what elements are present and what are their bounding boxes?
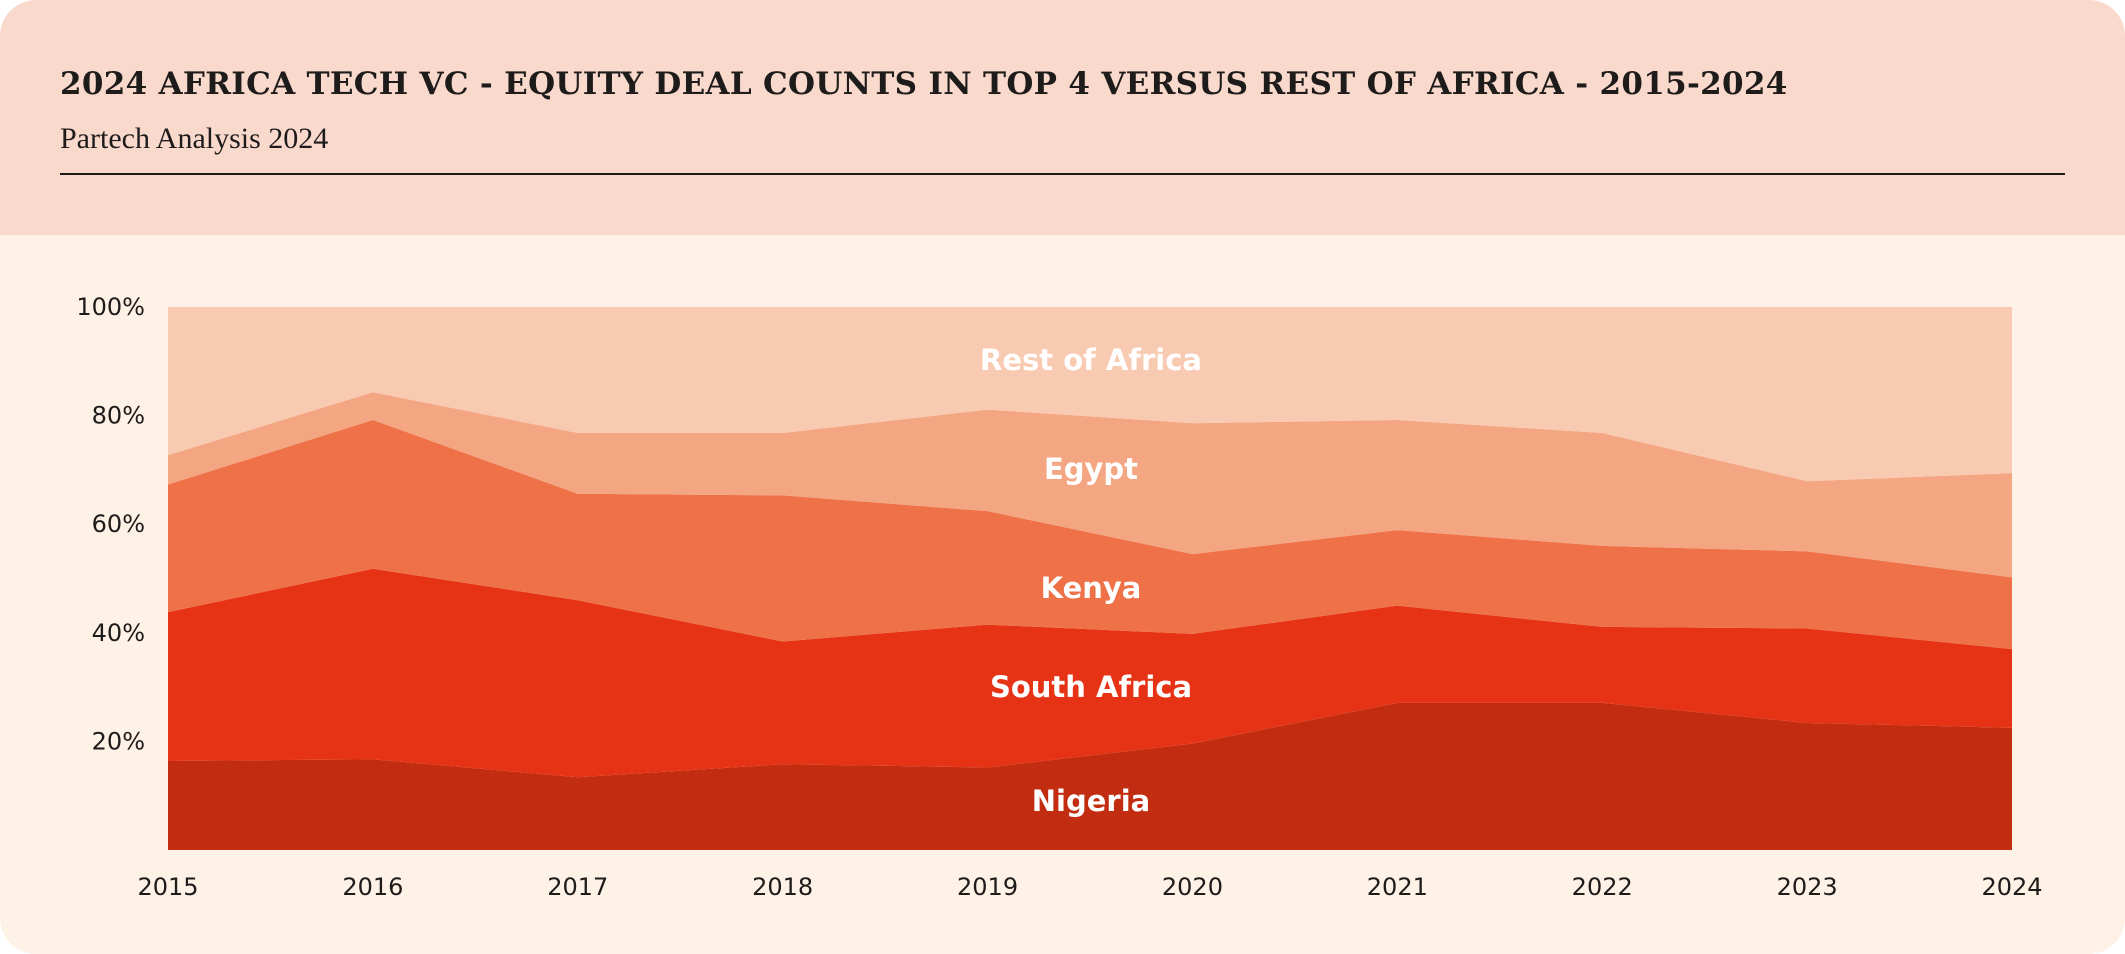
- series-labels: Nigeria South Africa Kenya Egypt Rest of Afr…: [980, 343, 1202, 818]
- y-tick-label: 100%: [76, 293, 145, 321]
- x-tick-label: 2020: [1162, 873, 1223, 901]
- area-egypt: [168, 392, 2012, 578]
- y-axis-labels: 20% 40% 60% 80% 100%: [76, 293, 145, 755]
- header-divider: [60, 173, 2065, 175]
- x-tick-label: 2019: [957, 873, 1018, 901]
- x-axis-labels: 2015 2016 2017 2018 2019 2020 2021 2022 2023 2024: [137, 873, 2042, 901]
- y-tick-label: 60%: [92, 510, 145, 538]
- area-rest-of-africa: [168, 307, 2012, 482]
- series-label: Rest of Africa: [980, 343, 1202, 377]
- x-tick-label: 2022: [1572, 873, 1633, 901]
- x-tick-label: 2024: [1981, 873, 2042, 901]
- y-tick-label: 80%: [92, 402, 145, 430]
- series-label: South Africa: [990, 670, 1192, 704]
- area-south-africa: [168, 568, 2012, 778]
- x-tick-label: 2023: [1777, 873, 1838, 901]
- chart-subtitle: Partech Analysis 2024: [60, 122, 329, 155]
- y-tick-label: 40%: [92, 619, 145, 647]
- x-tick-label: 2015: [137, 873, 198, 901]
- x-tick-label: 2017: [547, 873, 608, 901]
- x-tick-label: 2018: [752, 873, 813, 901]
- chart-header: 2024 AFRICA TECH VC - EQUITY DEAL COUNTS…: [0, 0, 2125, 235]
- chart-title: 2024 AFRICA TECH VC - EQUITY DEAL COUNTS…: [60, 66, 1788, 102]
- series-label: Kenya: [1041, 571, 1142, 605]
- y-tick-label: 20%: [92, 727, 145, 755]
- series-label: Nigeria: [1032, 784, 1150, 818]
- areas-group: [168, 307, 2012, 850]
- x-tick-label: 2021: [1367, 873, 1428, 901]
- area-nigeria: [168, 702, 2012, 850]
- series-label: Egypt: [1044, 452, 1138, 486]
- x-tick-label: 2016: [342, 873, 403, 901]
- area-kenya: [168, 419, 2012, 650]
